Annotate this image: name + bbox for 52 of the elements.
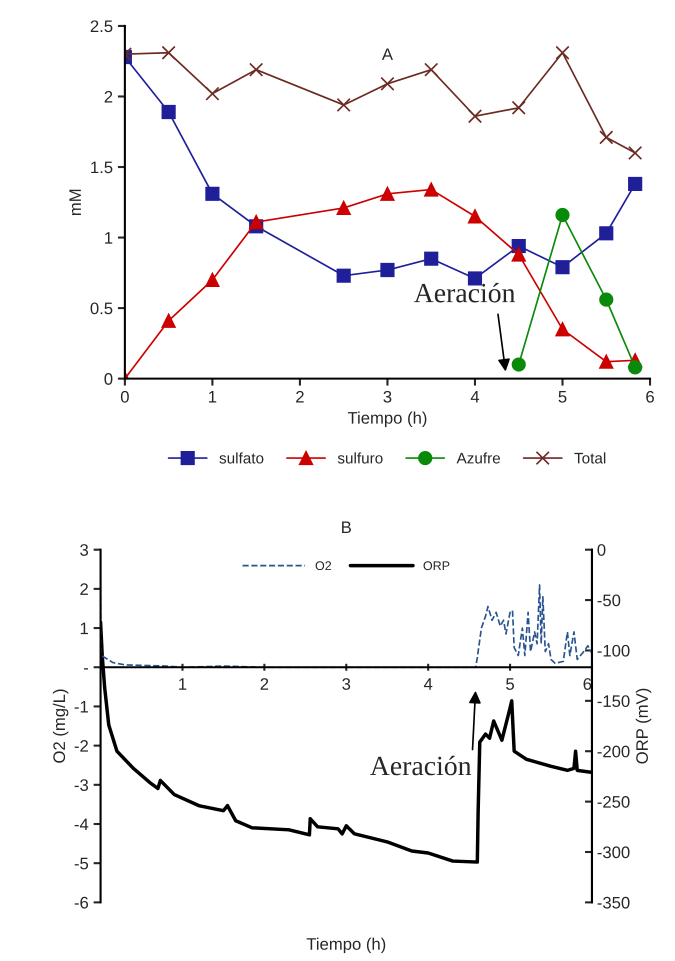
y-tick-label: -6 [74, 896, 88, 909]
y-tick-label: 2 [80, 583, 88, 595]
x-tick-label: 6 [584, 678, 592, 690]
y-tick-label: -3 [74, 779, 88, 792]
y2-tick-label: -250 [598, 796, 630, 808]
y2-tick-label: -150 [598, 695, 630, 708]
y-tick-label: 3 [80, 544, 88, 556]
y-tick-label: - [84, 668, 88, 670]
x-tick-label: 3 [383, 390, 392, 403]
chart-title: B [342, 522, 351, 534]
y-tick-label: 1 [80, 622, 88, 634]
x-tick-label: 2 [260, 678, 268, 690]
y-tick-label: -4 [74, 818, 88, 830]
x-tick-label: 0 [120, 390, 129, 403]
x-tick-label: 6 [646, 390, 654, 403]
y-tick-label: 2.5 [90, 20, 112, 32]
legend-label: sulfato [219, 452, 264, 464]
y-tick-label: -1 [74, 701, 88, 712]
legend-label: ORP [424, 561, 450, 570]
y2-tick-label: -100 [598, 644, 630, 657]
x-tick-label: 3 [342, 678, 350, 690]
y2-tick-label: -300 [598, 846, 630, 858]
text: A [382, 48, 393, 60]
y-tick-label: 2 [104, 90, 112, 103]
y-axis-title: O2 (mg/L) [52, 690, 68, 763]
annotation: Aeración [370, 756, 472, 776]
y-tick-label: -2 [74, 740, 88, 752]
y-tick-label: -5 [74, 858, 88, 870]
x-tick-label: 1 [179, 678, 186, 690]
legend-label: O2 [316, 561, 332, 570]
y-tick-label: 0.5 [90, 302, 112, 314]
y2-tick-label: 0 [597, 544, 606, 556]
legend-label: sulfuro [338, 452, 383, 464]
x-axis-title: Tiempo (h) [348, 412, 426, 428]
x-tick-label: 5 [558, 391, 566, 403]
y-axis-title: mM [69, 190, 81, 216]
legend-label: Azufre [456, 452, 500, 464]
annotation: Aeración [414, 282, 516, 302]
x-tick-label: 5 [506, 678, 514, 690]
y2-axis-title: ORP (mV) [636, 688, 652, 764]
x-tick-label: 1 [209, 391, 216, 403]
x-axis-title: Tiempo (h) [306, 938, 386, 954]
y2-tick-label: -200 [598, 746, 630, 758]
y-tick-label: 1.5 [91, 162, 112, 174]
x-tick-label: 2 [296, 390, 304, 403]
x-tick-label: 4 [424, 678, 432, 690]
y-tick-label: 0 [104, 373, 112, 385]
y2-tick-label: -50 [598, 594, 620, 606]
x-tick-label: 4 [470, 391, 480, 403]
legend-label: Total [574, 452, 606, 464]
y-tick-label: 1 [105, 232, 112, 244]
y2-tick-label: -350 [598, 896, 630, 909]
